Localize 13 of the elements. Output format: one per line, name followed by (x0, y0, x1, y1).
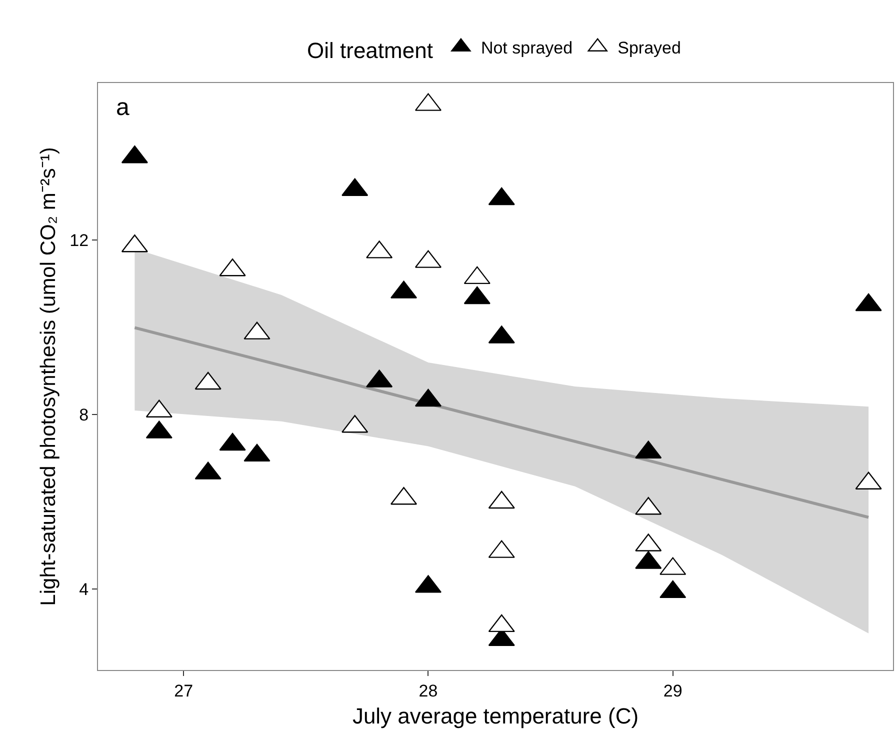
legend-title: Oil treatment (307, 38, 433, 63)
x-tick-label: 29 (663, 681, 682, 700)
legend-label: Not sprayed (480, 38, 573, 58)
x-tick-label: 28 (418, 681, 438, 700)
annotation: a (116, 94, 130, 121)
y-tick-label: 12 (70, 230, 89, 250)
y-tick-label: 4 (79, 580, 89, 599)
x-axis-title: July average temperature (C) (352, 703, 639, 728)
legend-label: Sprayed (618, 38, 681, 58)
x-tick-label: 27 (174, 681, 194, 700)
line-series (133, 326, 870, 519)
y-tick-label: 8 (79, 405, 89, 424)
y-axis-title: Light-saturated photosynthesis (umol CO₂ m⁻²s⁻¹) (36, 147, 60, 606)
